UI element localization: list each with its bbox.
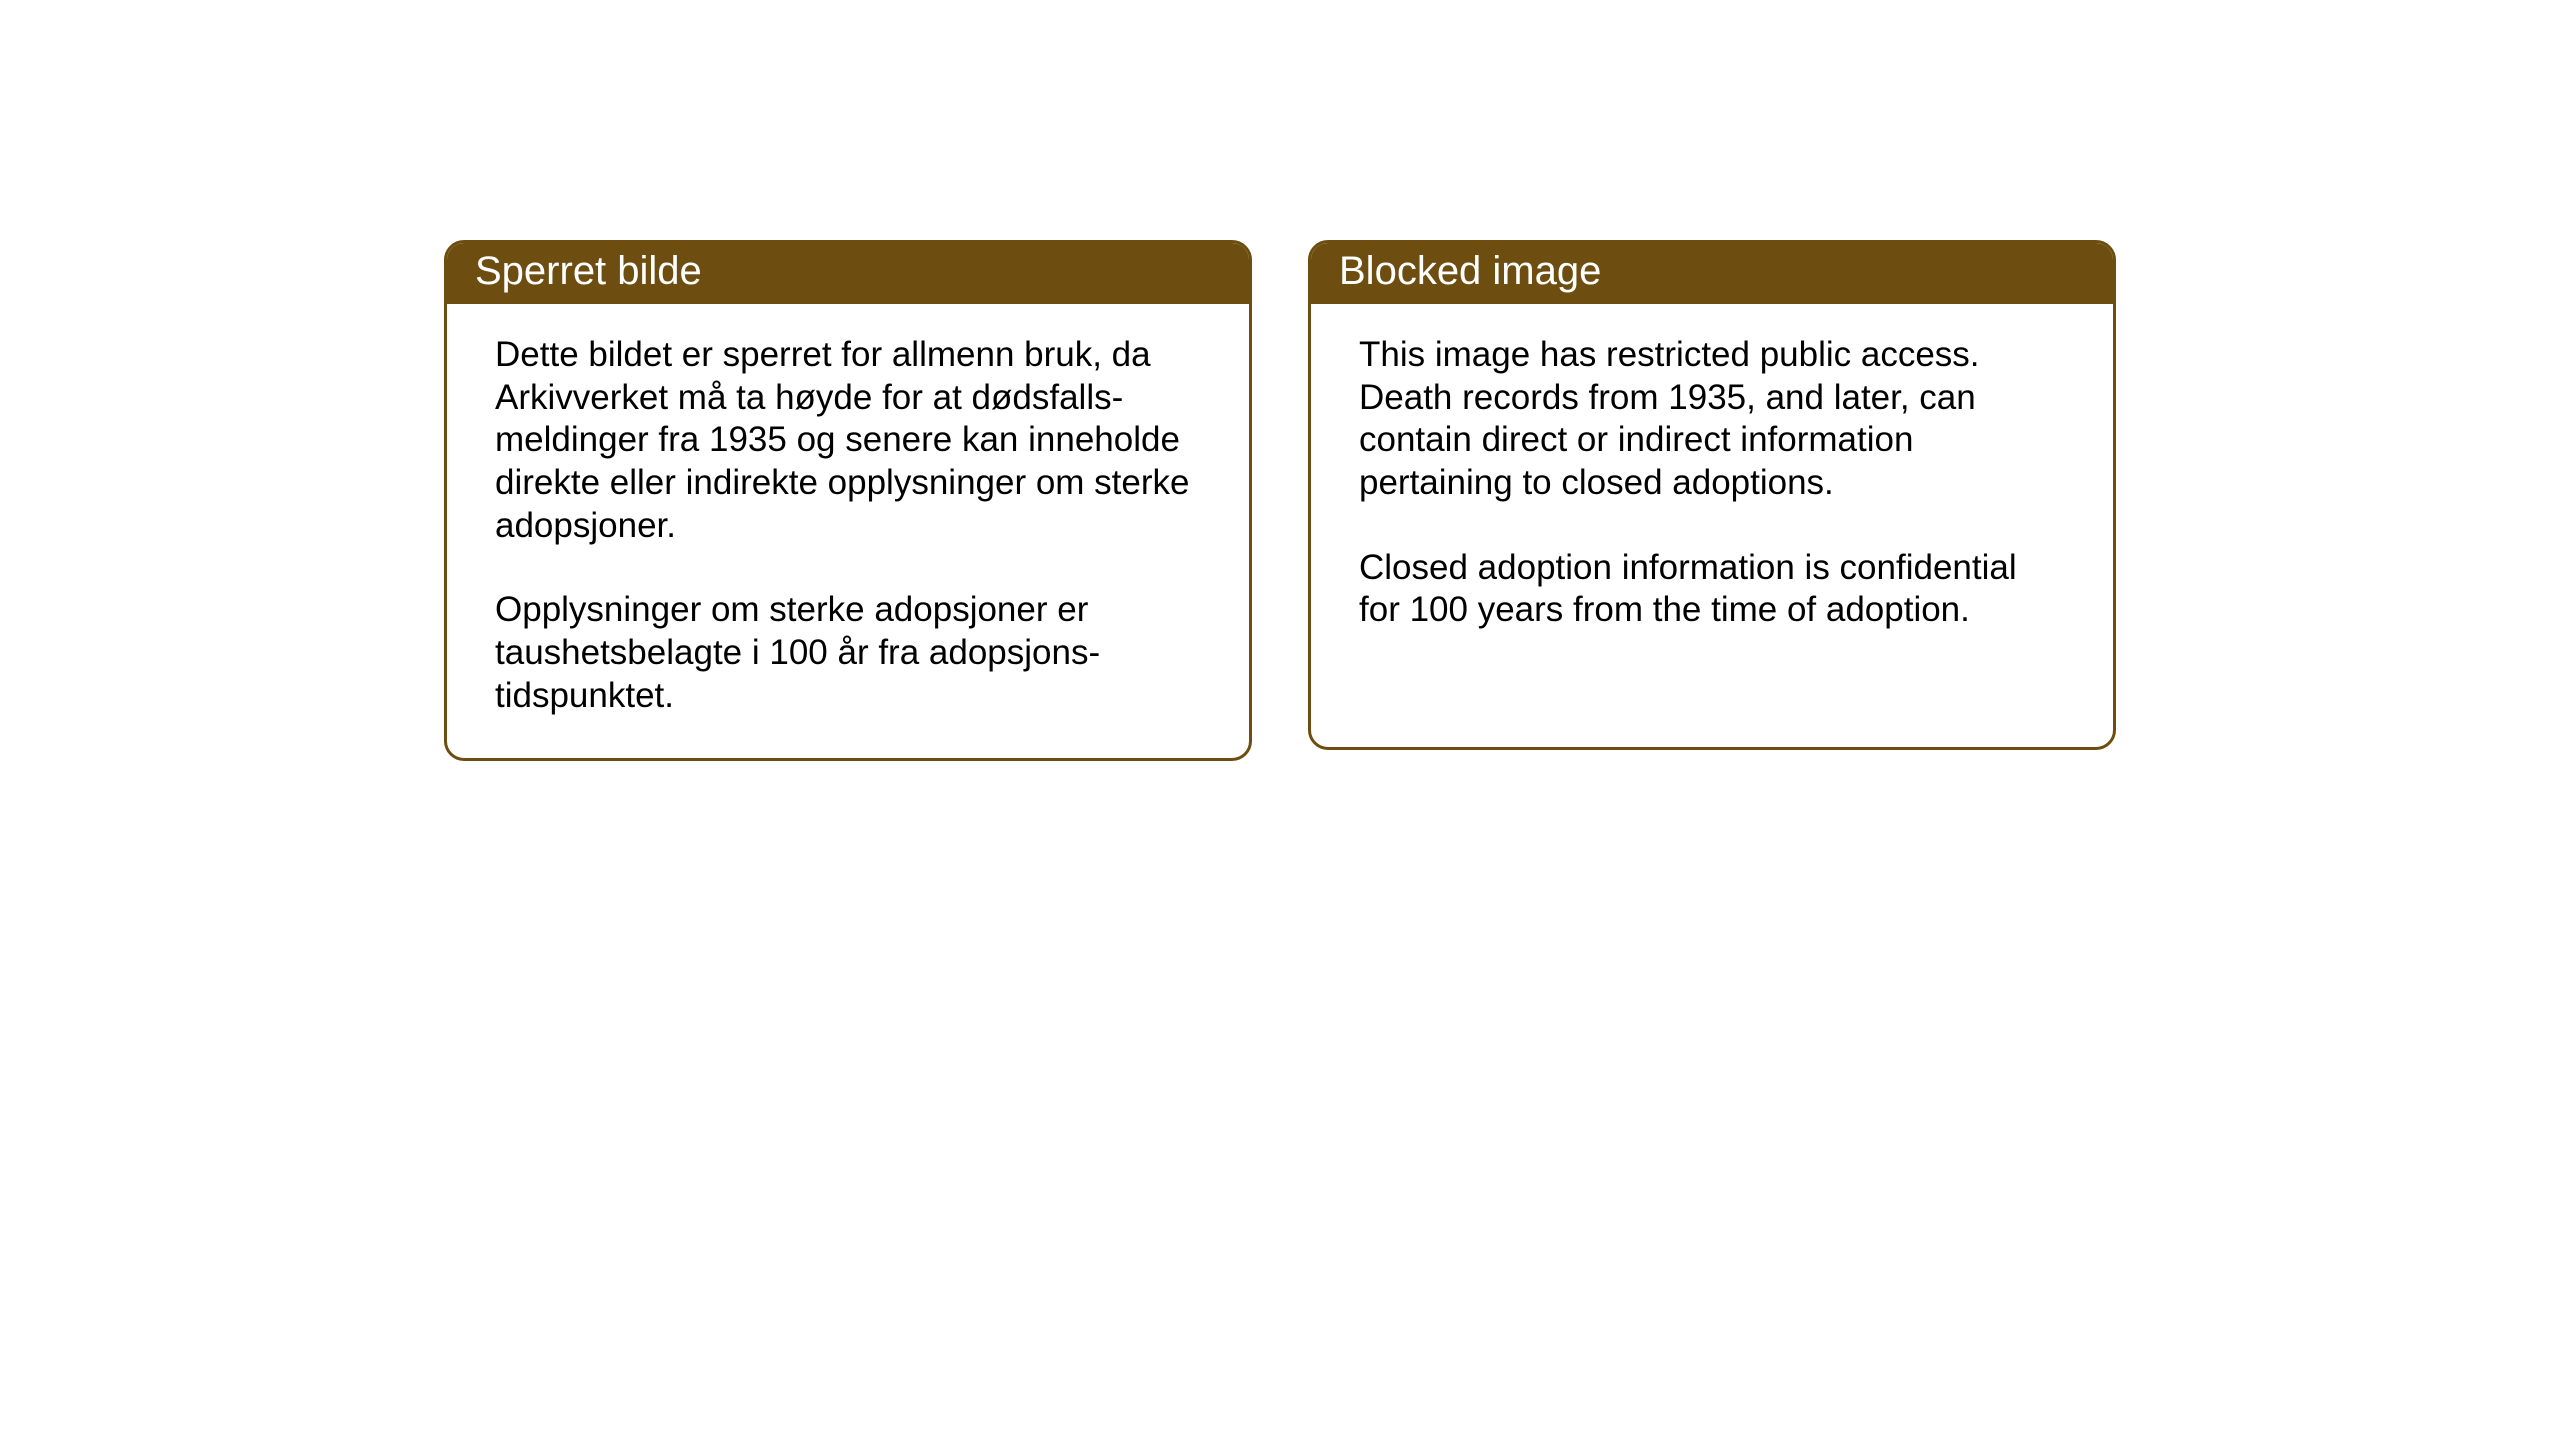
card-paragraph-1-norwegian: Dette bildet er sperret for allmenn bruk…	[495, 334, 1201, 547]
card-header-norwegian: Sperret bilde	[447, 243, 1249, 304]
card-norwegian: Sperret bilde Dette bildet er sperret fo…	[444, 240, 1252, 761]
card-title-english: Blocked image	[1339, 249, 2085, 294]
card-body-norwegian: Dette bildet er sperret for allmenn bruk…	[447, 304, 1249, 758]
card-paragraph-2-norwegian: Opplysninger om sterke adopsjoner er tau…	[495, 589, 1201, 717]
card-paragraph-2-english: Closed adoption information is confident…	[1359, 547, 2065, 632]
cards-container: Sperret bilde Dette bildet er sperret fo…	[444, 240, 2116, 761]
card-paragraph-1-english: This image has restricted public access.…	[1359, 334, 2065, 505]
card-body-english: This image has restricted public access.…	[1311, 304, 2113, 672]
card-title-norwegian: Sperret bilde	[475, 249, 1221, 294]
card-english: Blocked image This image has restricted …	[1308, 240, 2116, 750]
card-header-english: Blocked image	[1311, 243, 2113, 304]
